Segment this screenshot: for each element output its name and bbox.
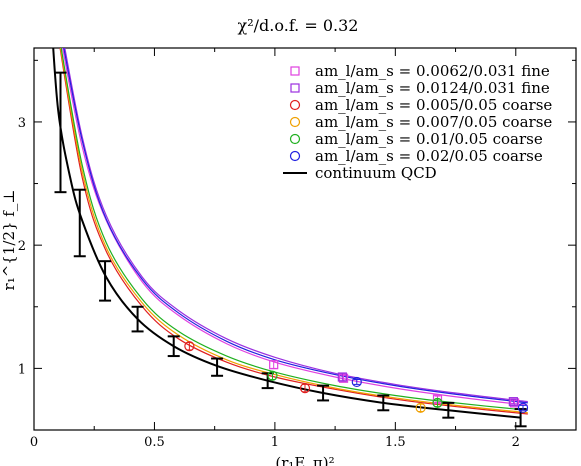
continuum-errorbar — [377, 394, 390, 412]
series-curve-4 — [60, 48, 528, 411]
series-curve-0 — [62, 48, 528, 406]
legend-label: am_l/am_s = 0.02/0.05 coarse — [315, 147, 543, 165]
legend-label: am_l/am_s = 0.005/0.05 coarse — [315, 96, 552, 114]
continuum-errorbar — [73, 188, 86, 258]
legend-label: am_l/am_s = 0.0062/0.031 fine — [315, 62, 550, 80]
legend-label: am_l/am_s = 0.007/0.05 coarse — [315, 113, 552, 131]
legend-label: am_l/am_s = 0.01/0.05 coarse — [315, 130, 543, 148]
legend-circle-icon — [289, 116, 301, 128]
legend-circle-icon — [289, 150, 301, 162]
continuum-errorbar — [317, 384, 330, 402]
y-tick-label: 2 — [18, 239, 26, 254]
data-point-series-5 — [351, 376, 362, 388]
x-tick-label: 0 — [30, 435, 38, 450]
data-point-series-4 — [267, 370, 278, 381]
continuum-errorbar — [167, 335, 180, 358]
curves-layer — [59, 48, 528, 415]
series-curve-5 — [63, 48, 528, 404]
legend-entry-4: am_l/am_s = 0.01/0.05 coarse — [289, 130, 543, 148]
continuum-errorbar — [54, 71, 67, 194]
series-curve-1 — [64, 48, 528, 403]
data-point-series-1 — [337, 372, 347, 382]
legend-entry-6: continuum QCD — [283, 164, 437, 182]
x-tick-label: 1.5 — [385, 435, 406, 450]
data-point-series-2 — [299, 383, 311, 394]
data-point-series-0 — [269, 360, 279, 370]
legend-entry-1: am_l/am_s = 0.0124/0.031 fine — [290, 79, 550, 97]
data-point-series-1 — [508, 397, 518, 407]
x-axis-label: (r₁E_π)² — [275, 454, 334, 466]
continuum-errorbar — [211, 357, 224, 377]
legend-entry-2: am_l/am_s = 0.005/0.05 coarse — [289, 96, 552, 114]
x-tick-label: 2 — [512, 435, 520, 450]
legend-entry-3: am_l/am_s = 0.007/0.05 coarse — [289, 113, 552, 131]
continuum-layer — [52, 48, 527, 428]
data-point-series-2 — [184, 341, 195, 352]
data-point-series-4 — [432, 397, 443, 408]
legend-circle-icon — [289, 99, 301, 111]
y-tick-label: 3 — [18, 116, 26, 131]
legend-label: am_l/am_s = 0.0124/0.031 fine — [315, 79, 550, 97]
legend-square-icon — [290, 66, 300, 76]
legend-entry-5: am_l/am_s = 0.02/0.05 coarse — [289, 147, 543, 165]
chart-title: χ²/d.o.f. = 0.32 — [238, 16, 359, 35]
continuum-errorbar — [131, 305, 144, 333]
continuum-errorbar — [99, 260, 112, 302]
legend-entry-0: am_l/am_s = 0.0062/0.031 fine — [290, 62, 550, 80]
legend-background — [283, 63, 565, 188]
axes-layer: 0 0.5 1 1.5 2 1 2 3 — [18, 48, 576, 450]
y-axis-label: r₁^{1/2} f_⊥ — [0, 190, 18, 291]
legend-square-icon — [290, 83, 300, 93]
continuum-errorbar — [442, 401, 455, 419]
x-tick-label: 1 — [271, 435, 279, 450]
series-curve-3 — [59, 48, 528, 414]
plot-frame — [33, 47, 577, 431]
data-point-series-5 — [517, 402, 529, 413]
x-tick-label: 0.5 — [144, 435, 165, 450]
legend-label: continuum QCD — [315, 164, 437, 182]
markers-layer — [184, 341, 529, 413]
legend-circle-icon — [289, 133, 301, 145]
data-point-series-3 — [415, 402, 426, 413]
y-tick-label: 1 — [18, 362, 26, 377]
